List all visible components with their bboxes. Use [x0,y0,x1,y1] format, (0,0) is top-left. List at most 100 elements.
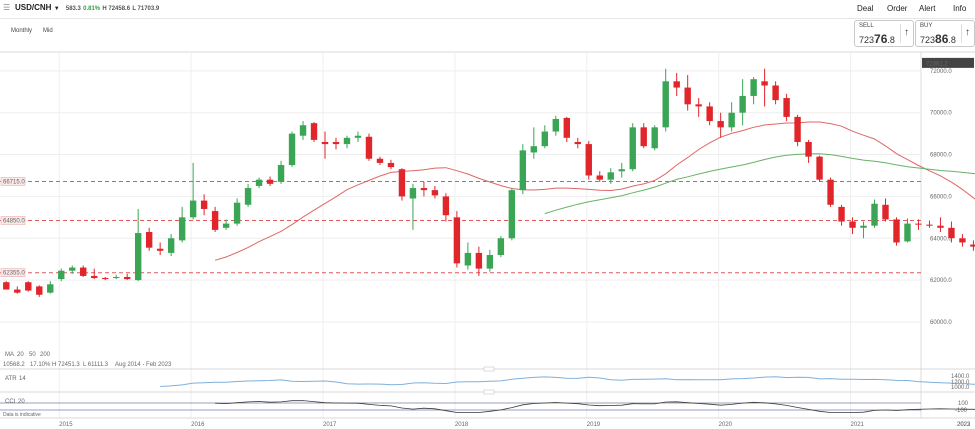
ma-20-line [214,121,975,261]
buy-label: BUY [920,23,933,29]
menu-order[interactable]: Order [887,4,908,13]
cci-resize-handle[interactable] [483,389,495,395]
dropdown-icon: ▼ [53,6,60,12]
candle-body [475,252,483,269]
time-axis-label: 2015 [59,422,73,428]
info-value: L 61111.3 [83,362,109,368]
candle-body [651,127,658,149]
instrument-selector[interactable]: USD/CNH ▼ 583.3 0.81% H 72458.6 L 71703.… [15,3,159,12]
buy-price-prefix: 723 [920,35,936,45]
price-axis-label: 64000.0 [930,236,952,242]
cci-label: CCI [5,399,16,405]
candle-body [706,106,713,122]
candle-body [277,165,285,182]
candle-body [816,156,823,180]
sell-button[interactable]: SELL 72376.8 ↑ [854,20,914,47]
candle-body [288,133,296,166]
menu-alert[interactable]: Alert [919,4,936,13]
menu-deal[interactable]: Deal [857,4,874,13]
candle-body [629,127,636,170]
candle-body [860,225,867,228]
candle-body [189,200,197,218]
candle-body [211,211,219,230]
candle-body [882,204,889,220]
candle-body [36,286,43,295]
candle-body [530,146,538,153]
ma-legend-label: MA [5,352,14,358]
candle-body [91,275,98,279]
candle-body [948,227,955,239]
candle-body [871,203,878,226]
candle-body [365,136,373,159]
candle-body [14,289,21,293]
candle-body [772,85,779,101]
atr-label: ATR [5,376,17,382]
price-axis-label: 62000.0 [930,278,952,284]
candle-body [233,202,241,224]
time-axis-label: 2022 [957,422,971,428]
menu-icon[interactable]: ☰ [3,3,11,12]
time-axis-label: 2019 [587,422,601,428]
buy-price: 72386.8 [920,32,956,46]
candle-body [805,141,812,157]
price-axis-label: 60000.0 [930,320,952,326]
candle-body [102,278,109,280]
candle-body [937,225,944,228]
candle-body [80,267,87,276]
candle-body [376,158,384,163]
support-level-label: 66715.0 [3,179,25,185]
info-value: Aug 2014 - Feb 2023 [115,362,172,368]
candle-body [717,121,724,128]
atr-resize-handle[interactable] [483,366,495,372]
change-value: 583.3 [65,6,81,12]
support-level-tag [0,216,26,225]
ma-20-legend: 20 [17,352,24,358]
time-axis-label: 2017 [323,422,337,428]
low-value: L 71703.9 [132,6,160,12]
candle-body [959,238,966,243]
candle-body [673,81,680,88]
sell-label: SELL [859,23,874,29]
candle-body [420,188,428,191]
candle-body [3,282,10,290]
price-type-selector[interactable]: Mid [43,28,53,34]
buy-arrow-icon: ↑ [965,27,970,38]
candle-body [123,276,131,280]
candle-body [69,267,76,271]
candle-body [904,223,911,242]
candle-body [321,141,329,145]
candle-body [893,219,900,243]
candle-body [222,223,230,228]
candle-body [332,141,340,145]
candle-body [156,248,164,251]
buy-price-suffix: .8 [948,35,956,45]
candle-body [354,135,362,138]
atr-period: 14 [19,376,26,382]
buy-button[interactable]: BUY 72386.8 ↑ [915,20,975,47]
cci-period: 20 [18,399,25,405]
candle-body [849,221,856,228]
candle-body [596,175,603,180]
candle-body [640,127,647,147]
sell-price-prefix: 723 [859,35,875,45]
menu-info[interactable]: Info [953,4,967,13]
candle-body [398,169,406,197]
candle-body [761,81,768,86]
price-axis-label: 72000.0 [930,69,952,75]
candle-body [58,270,65,280]
time-axis-label: 2016 [191,422,205,428]
time-axis-label: 2021 [851,422,865,428]
interval-selector[interactable]: Monthly [11,28,33,34]
current-price-tag [922,57,974,68]
candle-body [145,231,153,248]
candle-body [299,125,307,136]
info-value: H 72451.3 [52,362,80,368]
candle-body [574,141,581,145]
candle-body [113,276,120,279]
atr-axis-label: 1000.0 [951,385,970,391]
sell-price-suffix: .8 [887,35,895,45]
high-value: H 72458.6 [102,6,131,12]
candle-body [47,284,54,293]
candle-body [464,252,472,266]
